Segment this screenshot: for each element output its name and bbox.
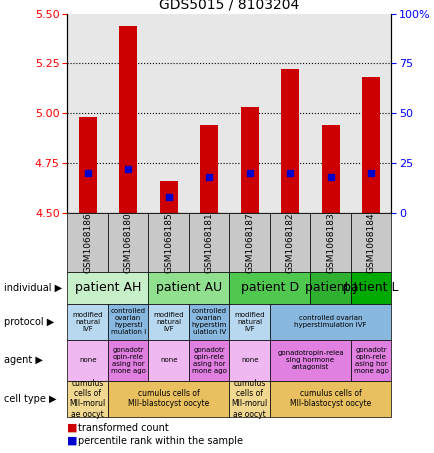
Text: cumulus cells of
MII-blastocyst oocyte: cumulus cells of MII-blastocyst oocyte: [128, 389, 209, 408]
Bar: [321, 125, 339, 213]
Text: cumulus
cells of
MII-morul
ae oocyt: cumulus cells of MII-morul ae oocyt: [231, 379, 267, 419]
Bar: [108, 14, 148, 213]
Text: GSM1068182: GSM1068182: [285, 212, 294, 273]
Text: controlled ovarian
hyperstimulation IVF: controlled ovarian hyperstimulation IVF: [294, 315, 366, 328]
Text: GSM1068183: GSM1068183: [326, 212, 335, 273]
Text: GSM1068180: GSM1068180: [123, 212, 132, 273]
Text: gonadotr
opin-rele
asing hor
mone ago: gonadotr opin-rele asing hor mone ago: [111, 347, 145, 374]
Bar: [229, 14, 270, 213]
Text: none: none: [79, 357, 96, 363]
Text: modified
natural
IVF: modified natural IVF: [72, 312, 103, 332]
Text: ■: ■: [67, 435, 78, 446]
Bar: [119, 25, 137, 213]
Bar: [270, 14, 310, 213]
Text: gonadotropin-relea
sing hormone
antagonist: gonadotropin-relea sing hormone antagoni…: [276, 350, 343, 370]
Text: patient L: patient L: [343, 281, 398, 294]
Text: controlled
ovarian
hypersti
mulation I: controlled ovarian hypersti mulation I: [110, 308, 145, 335]
Text: modified
natural
IVF: modified natural IVF: [153, 312, 184, 332]
Bar: [200, 125, 218, 213]
Text: transformed count: transformed count: [78, 423, 169, 433]
Text: percentile rank within the sample: percentile rank within the sample: [78, 435, 243, 446]
Bar: [310, 14, 350, 213]
Bar: [79, 117, 97, 213]
Text: modified
natural
IVF: modified natural IVF: [234, 312, 264, 332]
Bar: [159, 181, 178, 213]
Title: GDS5015 / 8103204: GDS5015 / 8103204: [159, 0, 299, 11]
Text: ■: ■: [67, 423, 78, 433]
Text: patient AU: patient AU: [155, 281, 221, 294]
Text: cumulus
cells of
MII-morul
ae oocyt: cumulus cells of MII-morul ae oocyt: [69, 379, 105, 419]
Bar: [188, 14, 229, 213]
Text: controlled
ovarian
hyperstim
ulation IV: controlled ovarian hyperstim ulation IV: [191, 308, 226, 335]
Text: agent ▶: agent ▶: [4, 355, 43, 365]
Text: protocol ▶: protocol ▶: [4, 317, 55, 327]
Text: GSM1068181: GSM1068181: [204, 212, 213, 273]
Bar: [361, 77, 379, 213]
Text: cumulus cells of
MII-blastocyst oocyte: cumulus cells of MII-blastocyst oocyte: [289, 389, 371, 408]
Text: gonadotr
opin-rele
asing hor
mone ago: gonadotr opin-rele asing hor mone ago: [353, 347, 388, 374]
Bar: [148, 14, 188, 213]
Text: patient AH: patient AH: [75, 281, 141, 294]
Text: GSM1068186: GSM1068186: [83, 212, 92, 273]
Text: GSM1068187: GSM1068187: [245, 212, 253, 273]
Text: gonadotr
opin-rele
asing hor
mone ago: gonadotr opin-rele asing hor mone ago: [191, 347, 226, 374]
Text: patient J: patient J: [304, 281, 356, 294]
Text: GSM1068184: GSM1068184: [366, 212, 375, 273]
Text: none: none: [160, 357, 177, 363]
Bar: [67, 14, 108, 213]
Bar: [280, 69, 299, 213]
Bar: [350, 14, 391, 213]
Text: GSM1068185: GSM1068185: [164, 212, 173, 273]
Text: cell type ▶: cell type ▶: [4, 394, 57, 404]
Text: none: none: [240, 357, 258, 363]
Text: individual ▶: individual ▶: [4, 283, 62, 293]
Text: patient D: patient D: [240, 281, 298, 294]
Bar: [240, 107, 258, 213]
